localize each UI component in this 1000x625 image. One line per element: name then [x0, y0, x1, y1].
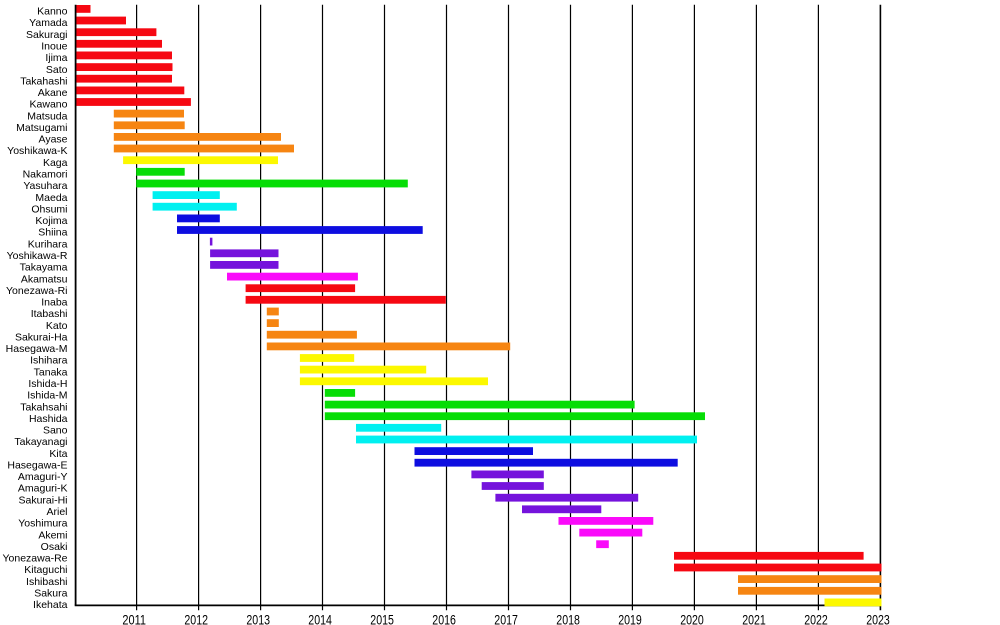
- svg-text:Sakurai-Ha: Sakurai-Ha: [15, 331, 68, 343]
- svg-text:2023: 2023: [866, 613, 890, 625]
- svg-text:2018: 2018: [556, 613, 580, 625]
- svg-text:Ijima: Ijima: [45, 52, 67, 64]
- svg-text:Kaga: Kaga: [43, 157, 68, 169]
- svg-text:Akemi: Akemi: [38, 529, 67, 541]
- svg-text:2012: 2012: [184, 613, 208, 625]
- svg-text:Ishihara: Ishihara: [30, 355, 68, 367]
- svg-text:Shiina: Shiina: [38, 227, 67, 239]
- svg-text:Yoshikawa-R: Yoshikawa-R: [7, 250, 68, 262]
- svg-text:Matsugami: Matsugami: [16, 122, 67, 134]
- svg-text:Sakurai-Hi: Sakurai-Hi: [18, 494, 67, 506]
- svg-text:Tanaka: Tanaka: [34, 366, 68, 378]
- svg-text:Ayase: Ayase: [39, 134, 68, 146]
- svg-text:Ohsumi: Ohsumi: [31, 203, 67, 215]
- svg-text:Sakura: Sakura: [34, 588, 67, 600]
- svg-text:Kurihara: Kurihara: [28, 238, 68, 250]
- svg-text:Kojima: Kojima: [35, 215, 67, 227]
- svg-text:Matsuda: Matsuda: [27, 110, 67, 122]
- svg-text:Kawano: Kawano: [30, 99, 68, 111]
- svg-text:Nakamori: Nakamori: [23, 169, 68, 181]
- svg-text:2014: 2014: [308, 613, 332, 625]
- svg-text:Kato: Kato: [46, 320, 68, 332]
- svg-text:Inoue: Inoue: [41, 41, 67, 53]
- svg-text:Kita: Kita: [49, 448, 67, 460]
- svg-text:Akane: Akane: [38, 87, 68, 99]
- svg-text:Yonezawa-Ri: Yonezawa-Ri: [6, 285, 67, 297]
- svg-text:Kanno: Kanno: [37, 6, 68, 18]
- svg-text:Takahashi: Takahashi: [20, 75, 67, 87]
- svg-text:2015: 2015: [370, 613, 394, 625]
- svg-text:Hasegawa-M: Hasegawa-M: [6, 343, 68, 355]
- svg-text:Yonezawa-Re: Yonezawa-Re: [3, 553, 68, 565]
- svg-text:Ikehata: Ikehata: [33, 599, 68, 611]
- svg-text:Maeda: Maeda: [35, 192, 67, 204]
- svg-text:Yoshimura: Yoshimura: [18, 518, 67, 530]
- svg-text:Kitaguchi: Kitaguchi: [24, 564, 67, 576]
- svg-text:Sakuragi: Sakuragi: [26, 29, 67, 41]
- svg-text:Inaba: Inaba: [41, 297, 67, 309]
- svg-text:2020: 2020: [680, 613, 704, 625]
- svg-text:Osaki: Osaki: [41, 541, 68, 553]
- svg-text:2013: 2013: [246, 613, 270, 625]
- svg-text:Yasuhara: Yasuhara: [23, 180, 67, 192]
- svg-text:Hasegawa-E: Hasegawa-E: [7, 459, 67, 471]
- svg-text:Amaguri-K: Amaguri-K: [18, 483, 68, 495]
- svg-text:Takayanagi: Takayanagi: [14, 436, 67, 448]
- svg-text:2022: 2022: [804, 613, 828, 625]
- svg-text:2021: 2021: [742, 613, 766, 625]
- svg-text:Ishida-M: Ishida-M: [27, 390, 67, 402]
- svg-text:Ariel: Ariel: [46, 506, 67, 518]
- svg-text:2019: 2019: [618, 613, 642, 625]
- svg-text:2016: 2016: [432, 613, 456, 625]
- svg-text:Amaguri-Y: Amaguri-Y: [18, 471, 68, 483]
- svg-text:Sano: Sano: [43, 425, 68, 437]
- svg-text:Akamatsu: Akamatsu: [21, 273, 68, 285]
- svg-text:Yoshikawa-K: Yoshikawa-K: [7, 145, 67, 157]
- svg-text:Yamada: Yamada: [29, 17, 67, 29]
- svg-text:Ishida-H: Ishida-H: [28, 378, 67, 390]
- svg-text:2011: 2011: [122, 613, 146, 625]
- svg-text:Hashida: Hashida: [29, 413, 68, 425]
- svg-text:2017: 2017: [494, 613, 518, 625]
- svg-text:Takayama: Takayama: [20, 262, 68, 274]
- svg-text:Sato: Sato: [46, 64, 68, 76]
- svg-text:Ishibashi: Ishibashi: [26, 576, 67, 588]
- svg-text:Takahsahi: Takahsahi: [20, 401, 67, 413]
- svg-text:Itabashi: Itabashi: [31, 308, 68, 320]
